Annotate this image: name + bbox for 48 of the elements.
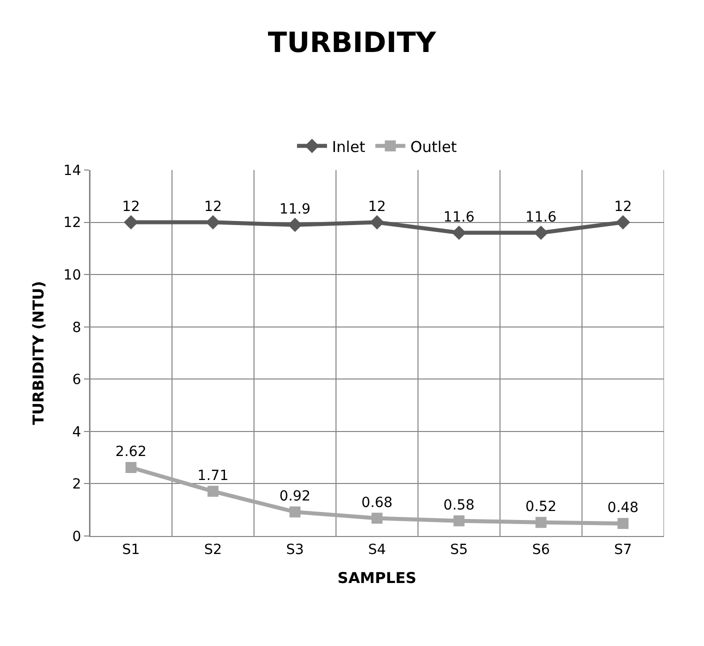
x-tick-label: S2 <box>204 542 222 558</box>
data-label: 0.52 <box>525 499 557 516</box>
y-axis-title: TURBIDITY (NTU) <box>30 280 48 426</box>
point <box>536 516 546 528</box>
point <box>288 218 302 232</box>
point <box>534 226 548 240</box>
x-tick-label: S7 <box>614 542 632 558</box>
data-label: 11.6 <box>525 209 557 226</box>
point <box>616 215 630 230</box>
legend-label: Inlet <box>332 138 366 156</box>
data-label: 11.6 <box>443 209 475 226</box>
point <box>618 518 628 529</box>
y-tick-label: 12 <box>63 215 82 232</box>
point <box>124 215 138 230</box>
point <box>454 515 464 526</box>
data-label: 12 <box>614 198 632 215</box>
point <box>372 512 382 524</box>
data-label: 12 <box>204 198 222 215</box>
x-tick-label: S4 <box>368 542 386 558</box>
data-label: 0.48 <box>607 500 639 516</box>
point <box>206 215 220 230</box>
x-tick-label: S1 <box>122 542 140 558</box>
y-tick-label: 2 <box>72 476 82 493</box>
chart-title: TURBIDITY <box>268 26 437 59</box>
x-tick-label: S5 <box>450 542 468 558</box>
point <box>208 486 218 497</box>
x-axis-title: SAMPLES <box>338 568 416 587</box>
point <box>290 506 300 518</box>
y-tick-label: 6 <box>72 372 82 388</box>
data-label: 2.62 <box>115 444 147 460</box>
y-tick-label: 14 <box>63 162 82 179</box>
x-tick-label: S6 <box>532 542 550 558</box>
data-label: 1.71 <box>197 468 229 484</box>
y-tick-label: 4 <box>72 424 82 440</box>
data-label: 0.92 <box>279 488 311 505</box>
data-label: 0.58 <box>443 497 475 514</box>
point <box>126 462 136 474</box>
y-tick-label: 0 <box>72 528 82 545</box>
point <box>370 215 384 230</box>
x-tick-label: S3 <box>286 542 304 558</box>
y-tick-label: 10 <box>63 267 82 284</box>
legend-label: Outlet <box>410 138 457 156</box>
data-label: 12 <box>122 198 140 215</box>
point <box>452 226 466 240</box>
y-tick-label: 8 <box>72 320 82 336</box>
data-label: 0.68 <box>361 494 393 511</box>
data-label: 12 <box>368 198 386 215</box>
data-label: 11.9 <box>279 202 311 218</box>
